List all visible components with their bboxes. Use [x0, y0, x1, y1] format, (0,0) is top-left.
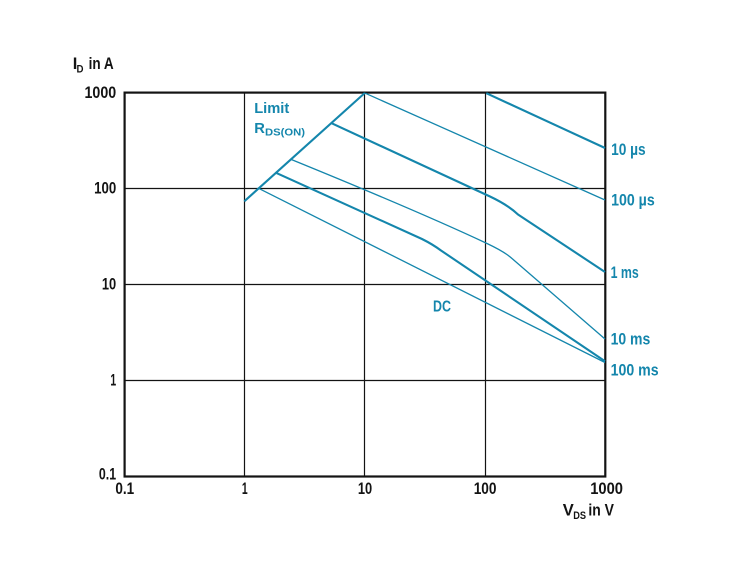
svg-text:DS: DS	[573, 510, 586, 522]
svg-text:I: I	[73, 55, 78, 73]
svg-text:DS(ON): DS(ON)	[265, 127, 305, 139]
svg-text:D: D	[77, 64, 84, 76]
svg-text:0.1: 0.1	[115, 479, 134, 498]
svg-text:1000: 1000	[590, 479, 623, 498]
svg-text:in A: in A	[89, 55, 114, 73]
svg-text:100: 100	[474, 479, 497, 498]
svg-text:100 ms: 100 ms	[611, 360, 659, 379]
svg-text:1000: 1000	[85, 83, 117, 102]
svg-text:V: V	[563, 502, 574, 520]
svg-text:10: 10	[358, 479, 372, 498]
svg-text:0.1: 0.1	[99, 464, 116, 483]
svg-text:100 µs: 100 µs	[611, 191, 655, 210]
svg-text:1: 1	[110, 370, 116, 389]
svg-text:in V: in V	[588, 502, 614, 520]
svg-text:1 ms: 1 ms	[611, 263, 639, 282]
svg-text:100: 100	[94, 178, 116, 197]
svg-text:10 µs: 10 µs	[611, 140, 646, 159]
svg-text:10: 10	[102, 274, 116, 293]
svg-text:R: R	[254, 121, 265, 137]
svg-text:1: 1	[242, 479, 248, 498]
svg-text:10 ms: 10 ms	[611, 329, 651, 348]
svg-text:DC: DC	[433, 299, 451, 316]
svg-text:Limit: Limit	[254, 101, 289, 117]
